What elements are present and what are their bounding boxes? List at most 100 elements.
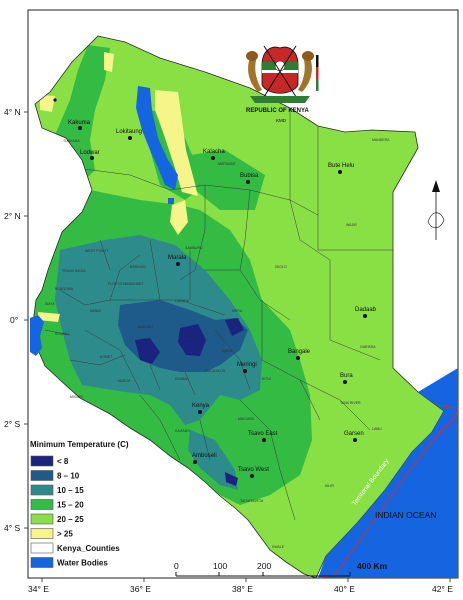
county-label: BARINGO xyxy=(130,265,146,269)
axis-ticks xyxy=(24,111,451,582)
county-label: MACHAKOS xyxy=(205,369,226,373)
county-label: TURKANA xyxy=(63,139,80,143)
territorial-boundary-line xyxy=(319,404,459,579)
legend-label: > 25 xyxy=(57,530,73,539)
county-label: KWALE xyxy=(272,545,285,549)
svg-text:Kenya: Kenya xyxy=(192,403,210,409)
svg-text:Bangale: Bangale xyxy=(288,349,311,355)
ocean-label: INDIAN OCEAN xyxy=(375,510,436,520)
county-label: ISIOLO xyxy=(275,265,287,269)
svg-text:Meringi: Meringi xyxy=(237,362,257,368)
legend-item: 15 – 20 xyxy=(30,499,84,510)
city-markers: Lokitaung Kakuma Lodwar Kalacha Bubisa B… xyxy=(53,98,377,478)
indian-ocean xyxy=(318,368,458,578)
scale-label: 200 xyxy=(257,561,271,571)
legend-label: 10 – 15 xyxy=(57,486,84,495)
legend-swatch xyxy=(30,470,54,481)
county-label: TRANS NZOIA xyxy=(62,269,86,273)
svg-text:Tsavo East: Tsavo East xyxy=(248,431,278,437)
lon-tick-label: 38° E xyxy=(232,584,253,594)
legend: Minimum Temperature (C) < 8 8 – 10 10 – 15… xyxy=(30,440,129,568)
lon-tick-label: 42° E xyxy=(432,584,453,594)
svg-text:Garsen: Garsen xyxy=(344,431,364,437)
lat-tick-label: 0° xyxy=(10,315,18,325)
city-marker: Bubisa xyxy=(240,173,259,184)
city-marker: Bangale xyxy=(288,349,311,360)
svg-text:Marala: Marala xyxy=(168,255,187,261)
county-label: TANA RIVER xyxy=(340,401,361,405)
zone-above-25-west xyxy=(40,95,55,112)
county-label: KAJIADO xyxy=(175,429,190,433)
city-marker xyxy=(53,98,57,102)
north-arrow-icon xyxy=(427,180,445,240)
svg-text:Lodwar: Lodwar xyxy=(80,150,100,156)
legend-swatch xyxy=(30,557,54,568)
legend-label: Kenya_Counties xyxy=(57,544,120,553)
legend-label: 8 – 10 xyxy=(57,472,80,481)
city-marker: Kenya xyxy=(192,403,210,414)
lake-turkana xyxy=(136,86,178,190)
legend-swatch xyxy=(30,528,54,539)
city-marker: Dadaab xyxy=(355,307,377,318)
county-label: NANDI xyxy=(90,309,101,313)
legend-item: 8 – 10 xyxy=(30,470,80,481)
lon-tick-label: 34° E xyxy=(28,584,49,594)
svg-text:Bura: Bura xyxy=(340,373,353,379)
city-marker: Tsavo East xyxy=(248,431,278,442)
legend-label: 15 – 20 xyxy=(57,501,84,510)
zone-below-8-kilimanjaro xyxy=(225,472,238,486)
lat-tick-label: 4° N xyxy=(4,107,21,117)
legend-swatch xyxy=(30,542,54,554)
city-marker: Amboseli xyxy=(192,453,217,464)
county-label: MAKUENI xyxy=(238,417,254,421)
city-marker: Kalacha xyxy=(203,149,225,160)
scale-label: 0 xyxy=(174,561,179,571)
emblem-title: REPUBLIC OF KENYA xyxy=(246,108,309,114)
county-label: LAMU xyxy=(372,427,382,431)
county-label: NAKURU xyxy=(138,325,153,329)
county-label: MIGORI xyxy=(70,395,83,399)
county-label: MANDERA xyxy=(372,138,390,142)
svg-text:Lokitaung: Lokitaung xyxy=(116,129,142,135)
county-label: NYERI xyxy=(185,337,196,341)
zone-above-25-south xyxy=(170,200,188,235)
svg-text:Kakuma: Kakuma xyxy=(68,120,91,126)
county-label: WEST POKOT xyxy=(85,249,109,253)
county-label: KIAMBU xyxy=(175,377,189,381)
legend-item: < 8 xyxy=(30,455,69,467)
legend-item: Kenya_Counties xyxy=(30,542,120,554)
lake-small-1 xyxy=(168,198,174,204)
county-label: ELGEYO MARAKWET xyxy=(108,282,144,286)
city-marker: Lodwar xyxy=(80,150,100,160)
county-label: SIAYA xyxy=(45,302,55,306)
zone-above-25-lake-coast xyxy=(38,312,60,322)
lat-tick-label: 2° N xyxy=(4,211,21,221)
kenya-outline xyxy=(31,35,445,579)
zone-below-8-nyandarua xyxy=(225,318,244,336)
city-marker: Meringi xyxy=(237,362,257,373)
city-marker: Kakuma xyxy=(68,120,91,130)
scale-label: 100 xyxy=(213,561,227,571)
zone-below-8-kenya xyxy=(178,324,206,356)
county-label: TAITA/TAVETA xyxy=(240,499,264,503)
legend-label: Water Bodies xyxy=(57,559,108,568)
city-marker: Garsen xyxy=(344,431,364,442)
legend-label: 20 – 25 xyxy=(57,515,84,524)
county-label: GARISSA xyxy=(360,345,376,349)
legend-swatch xyxy=(30,455,54,467)
zone-below-8-aberdare xyxy=(135,338,160,364)
legend-item: > 25 xyxy=(30,528,73,539)
legend-swatch xyxy=(30,484,54,496)
legend-item: Water Bodies xyxy=(30,557,108,568)
lake-victoria xyxy=(30,315,44,356)
county-label: SAMBURU xyxy=(185,246,203,250)
county-label: KILIFI xyxy=(325,484,334,488)
scale-label: 400 Km xyxy=(357,561,388,571)
legend-title: Minimum Temperature (C) xyxy=(30,440,129,449)
svg-text:Kalacha: Kalacha xyxy=(203,149,225,155)
county-label: LAIKIPIA xyxy=(175,299,190,303)
lat-tick-label: 4° S xyxy=(4,523,20,533)
city-marker: Bura xyxy=(340,373,353,384)
county-label: EMBU xyxy=(222,349,233,353)
